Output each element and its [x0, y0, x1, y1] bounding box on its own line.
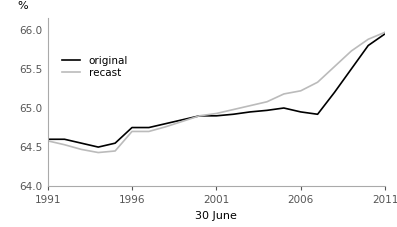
recast — [79, 148, 84, 151]
recast — [197, 114, 202, 117]
X-axis label: 30 June: 30 June — [195, 211, 237, 221]
recast — [96, 151, 100, 154]
recast — [231, 108, 235, 111]
recast — [383, 31, 387, 34]
Line: original: original — [48, 34, 385, 147]
recast — [281, 93, 286, 95]
recast — [264, 100, 269, 103]
recast — [214, 112, 219, 115]
recast — [163, 125, 168, 128]
recast — [315, 81, 320, 84]
original — [248, 111, 252, 113]
original — [96, 146, 100, 148]
original — [113, 142, 118, 145]
original — [315, 113, 320, 116]
original — [197, 114, 202, 117]
recast — [45, 139, 50, 142]
Line: recast: recast — [48, 32, 385, 153]
original — [299, 111, 303, 113]
original — [45, 138, 50, 141]
recast — [349, 50, 354, 52]
original — [62, 138, 67, 141]
recast — [113, 150, 118, 152]
original — [366, 44, 370, 47]
original — [129, 126, 134, 129]
original — [349, 68, 354, 70]
original — [332, 91, 337, 94]
original — [281, 107, 286, 109]
recast — [299, 89, 303, 92]
original — [146, 126, 151, 129]
recast — [248, 104, 252, 107]
original — [264, 109, 269, 112]
recast — [62, 143, 67, 146]
recast — [332, 65, 337, 68]
recast — [129, 130, 134, 133]
original — [214, 114, 219, 117]
original — [163, 122, 168, 125]
original — [180, 118, 185, 121]
original — [231, 113, 235, 116]
recast — [180, 120, 185, 123]
original — [79, 142, 84, 145]
Legend: original, recast: original, recast — [60, 54, 130, 80]
original — [383, 32, 387, 35]
recast — [146, 130, 151, 133]
Text: %: % — [17, 1, 28, 11]
recast — [366, 38, 370, 41]
